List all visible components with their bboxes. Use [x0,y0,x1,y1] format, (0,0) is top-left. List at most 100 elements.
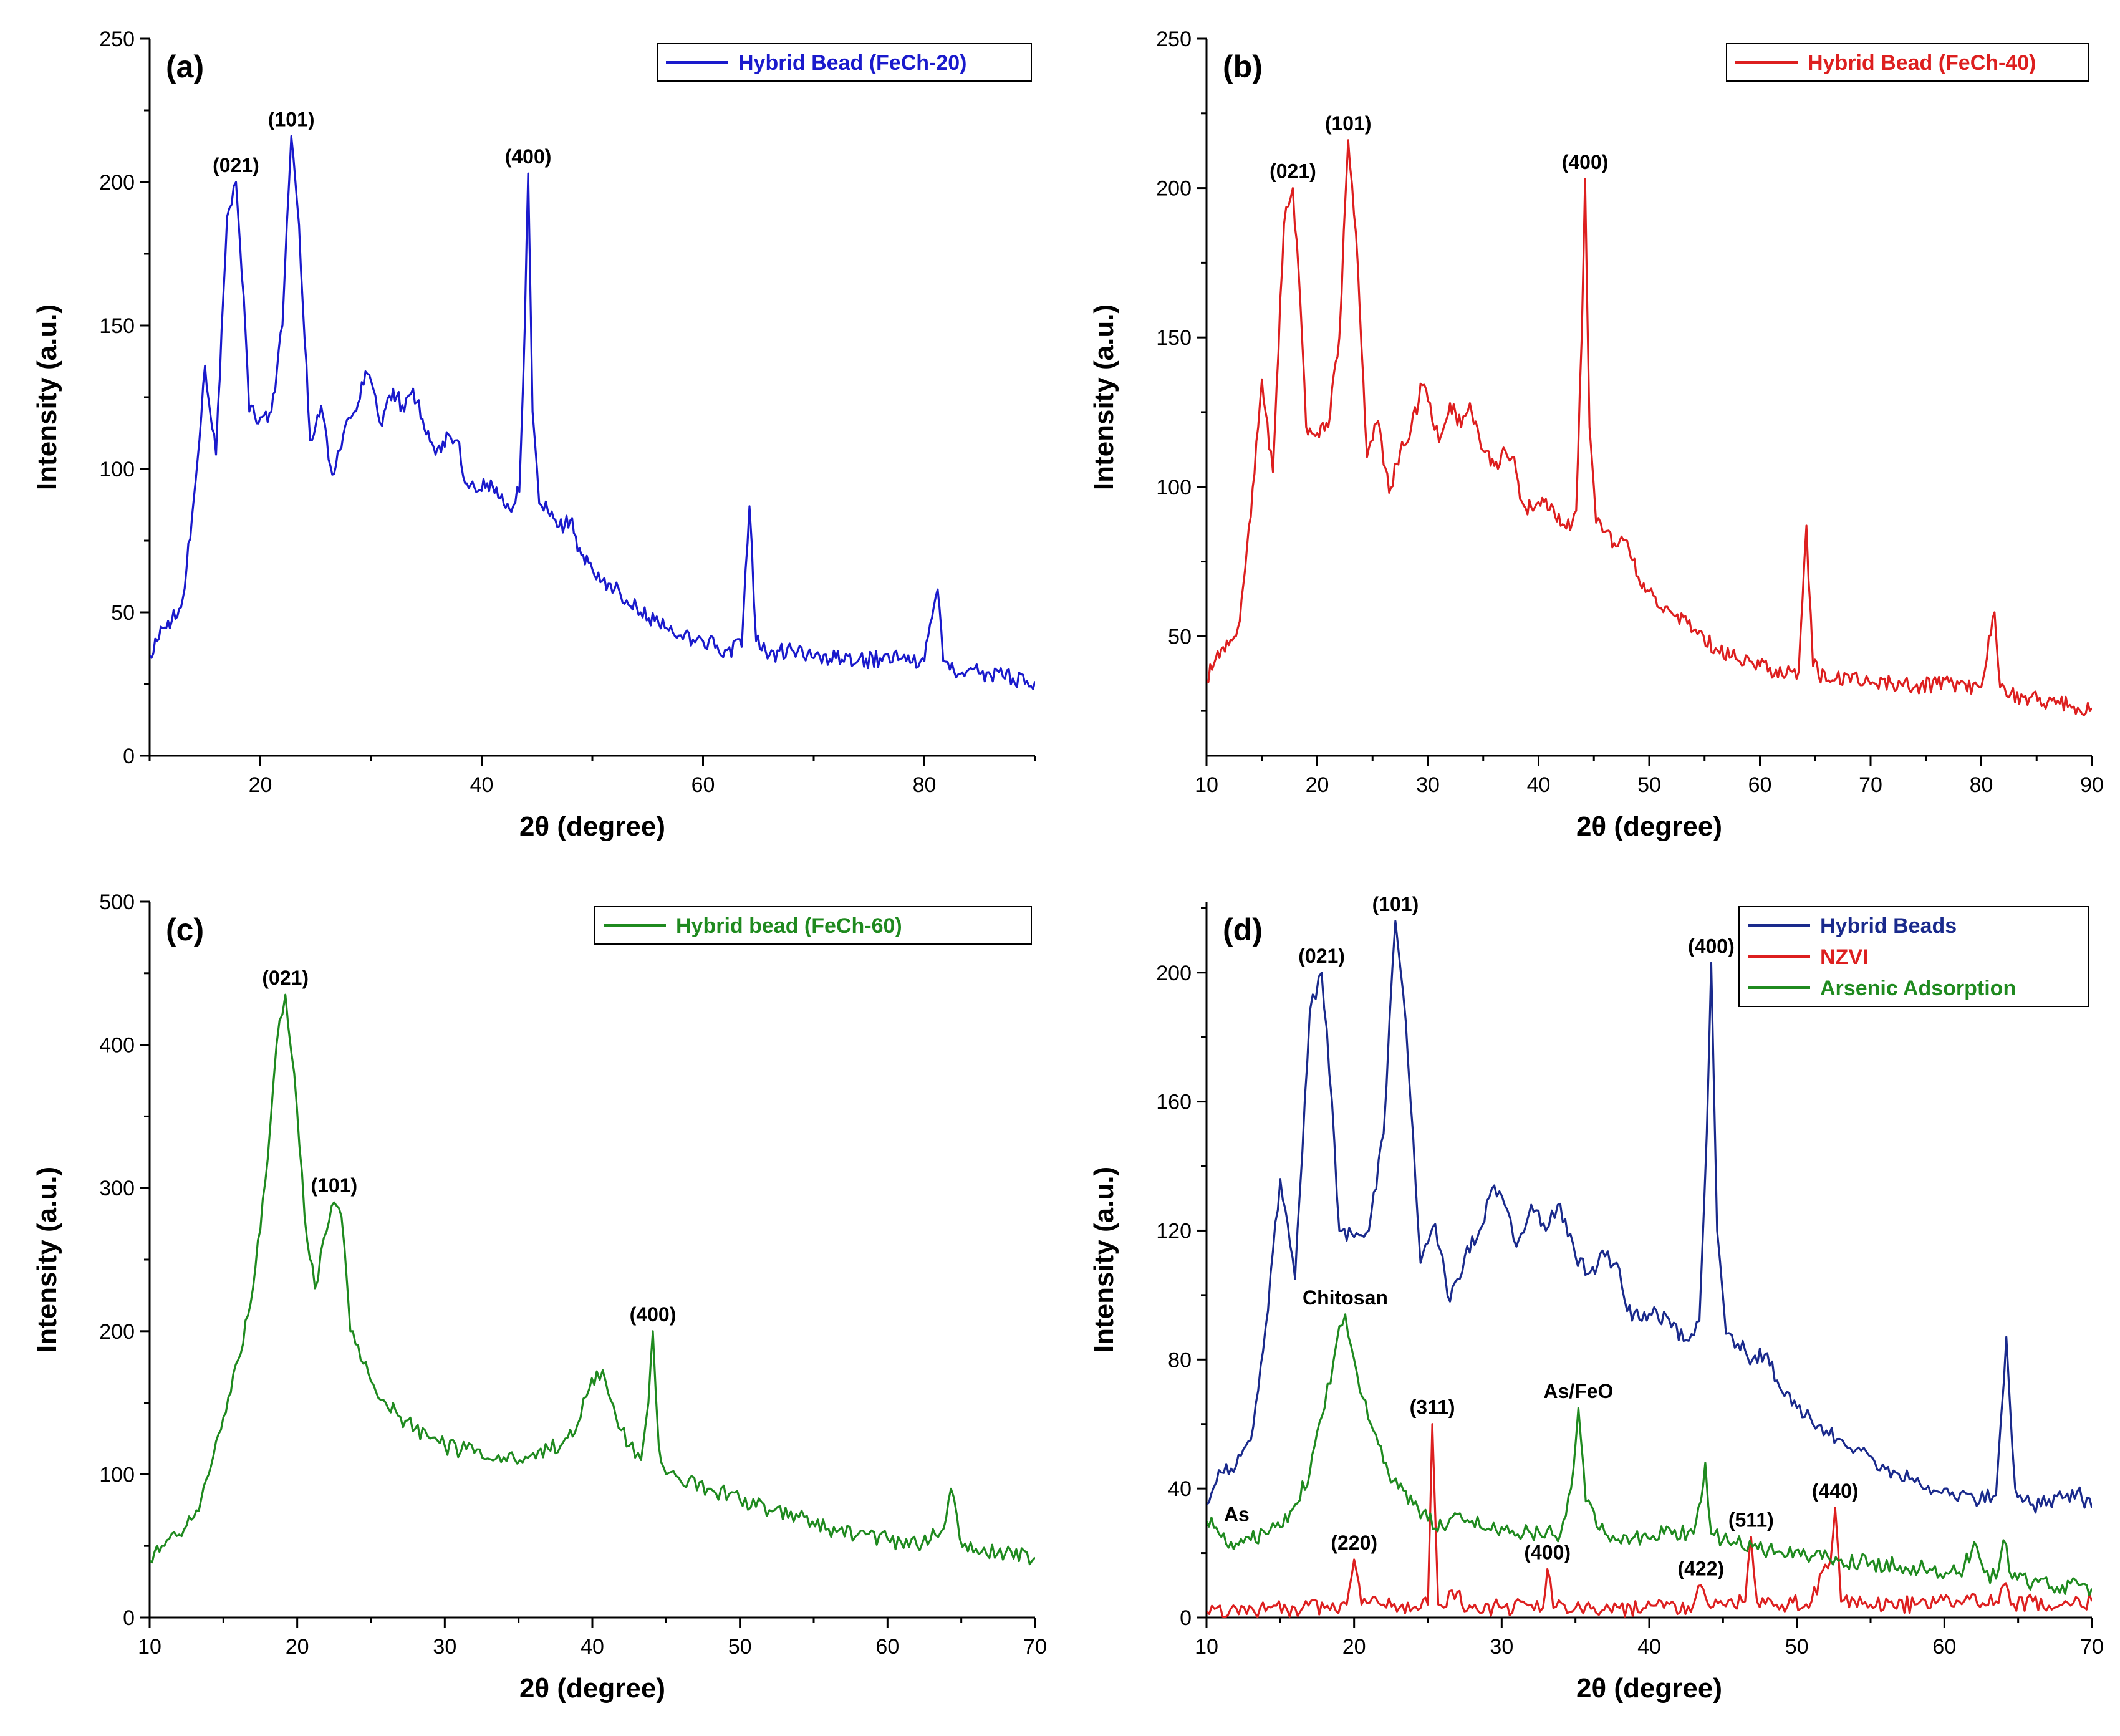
x-tick-label: 70 [1023,1635,1047,1659]
peak-annotation: (101) [311,1174,357,1197]
x-axis-title: 2θ (degree) [519,811,665,842]
y-tick-label: 300 [99,1177,135,1200]
x-tick-label: 60 [1748,773,1772,797]
y-tick-label: 80 [1168,1348,1192,1372]
panel-label: (b) [1223,49,1263,84]
chart-panel-b: 10 20 30 40 50 60 70 80 90 50 100 150 200 250 2θ (degr… [1089,27,2104,842]
x-axis-title: 2θ (degree) [1576,1673,1722,1704]
x-tick-label: 60 [875,1635,899,1659]
peak-annotation: As/FeO [1543,1380,1613,1402]
peak-annotation: (101) [268,108,315,130]
peak-annotation: (021) [1270,160,1316,183]
x-tick-label: 50 [728,1635,752,1659]
x-axis-title: 2θ (degree) [519,1673,665,1704]
x-tick-label: 30 [1490,1635,1513,1659]
y-axis-title: Intensity (a.u.) [1089,304,1119,490]
peak-annotation: (400) [1524,1541,1571,1563]
x-tick-label: 30 [1416,773,1440,797]
y-tick-label: 40 [1168,1477,1192,1501]
series-line-hybrid-bead-fech-40- [1207,139,2092,716]
y-tick-label: 250 [1156,27,1192,51]
y-tick-label: 150 [1156,326,1192,350]
legend-entry: Hybrid Bead (FeCh-20) [738,51,967,75]
legend-entry: Hybrid bead (FeCh-60) [676,914,902,938]
peak-annotation: (440) [1812,1480,1859,1502]
x-tick-label: 80 [913,773,937,797]
y-tick-label: 200 [99,1320,135,1344]
x-tick-label: 40 [1637,1635,1661,1659]
x-axis-title: 2θ (degree) [1576,811,1722,842]
y-tick-label: 200 [99,171,135,195]
y-tick-label: 0 [123,1606,135,1630]
peak-annotation: (311) [1410,1396,1455,1419]
y-tick-label: 100 [99,458,135,481]
peak-annotation: (400) [1562,151,1609,173]
x-tick-label: 40 [470,773,494,797]
x-tick-label: 50 [1637,773,1661,797]
y-tick-label: 200 [1156,962,1192,985]
y-axis-title: Intensity (a.u.) [32,1167,62,1353]
peak-annotation: (422) [1677,1557,1724,1579]
y-tick-label: 150 [99,314,135,338]
x-tick-label: 70 [2080,1635,2104,1659]
y-tick-label: 50 [1168,625,1192,649]
peak-annotation: (511) [1728,1509,1774,1531]
y-tick-label: 250 [99,27,135,51]
y-tick-label: 0 [123,745,135,768]
y-tick-label: 0 [1180,1606,1192,1630]
x-tick-label: 20 [1306,773,1329,797]
y-axis-title: Intensity (a.u.) [1089,1167,1119,1353]
x-tick-label: 40 [581,1635,604,1659]
peak-annotation: (400) [630,1303,677,1326]
peak-annotation: (101) [1372,893,1419,915]
x-tick-label: 20 [1342,1635,1366,1659]
y-tick-label: 500 [99,890,135,914]
y-tick-label: 120 [1156,1219,1192,1243]
legend-entry: Hybrid Bead (FeCh-40) [1808,51,2036,75]
x-tick-label: 10 [1195,1635,1218,1659]
peak-annotation: Chitosan [1303,1286,1388,1309]
x-tick-label: 80 [1970,773,1993,797]
panel-label: (a) [166,49,204,84]
y-tick-label: 100 [1156,476,1192,499]
axis-frame [1205,39,2092,757]
chart-panel-d: 10 20 30 40 50 60 70 0 40 80 120 160 200 2θ (degree) I… [1089,893,2104,1704]
peak-annotation: As [1224,1503,1250,1526]
legend-entry: Hybrid Beads [1820,914,1957,938]
legend-entry: Arsenic Adsorption [1820,977,2016,1000]
x-tick-label: 20 [249,773,272,797]
series-line-nzvi [1207,1423,2092,1618]
y-axis-title: Intensity (a.u.) [32,304,62,490]
series-line-hybrid-bead-fech-60- [150,993,1035,1566]
x-tick-label: 70 [1859,773,1882,797]
panel-label: (d) [1223,912,1263,947]
x-tick-label: 50 [1785,1635,1809,1659]
y-tick-label: 100 [99,1463,135,1487]
series-line-hybrid-beads [1207,920,2092,1514]
series-line-hybrid-bead-fech-20- [150,135,1035,690]
peak-annotation: (400) [1688,935,1735,957]
peak-annotation: (021) [213,154,259,176]
axis-frame [148,39,1035,757]
y-tick-label: 400 [99,1034,135,1058]
x-tick-label: 40 [1527,773,1551,797]
peak-annotation: (220) [1331,1531,1377,1554]
panel-label: (c) [166,912,204,947]
y-tick-label: 50 [111,601,135,625]
axis-frame [1205,902,2092,1619]
x-tick-label: 90 [2080,773,2104,797]
y-tick-label: 200 [1156,177,1192,201]
peak-annotation: (021) [1298,945,1345,967]
legend-entry: NZVI [1820,945,1868,969]
legend-box [594,906,1032,945]
x-tick-label: 60 [1932,1635,1956,1659]
x-tick-label: 10 [1195,773,1218,797]
chart-panel-c: 10 20 30 40 50 60 70 0 100 200 300 400 500 2θ (degree… [32,890,1047,1704]
y-tick-label: 160 [1156,1091,1192,1114]
peak-annotation: (400) [505,145,552,168]
series-line-arsenic-adsorption [1207,1313,2092,1596]
x-tick-label: 20 [286,1635,309,1659]
x-tick-label: 30 [433,1635,456,1659]
